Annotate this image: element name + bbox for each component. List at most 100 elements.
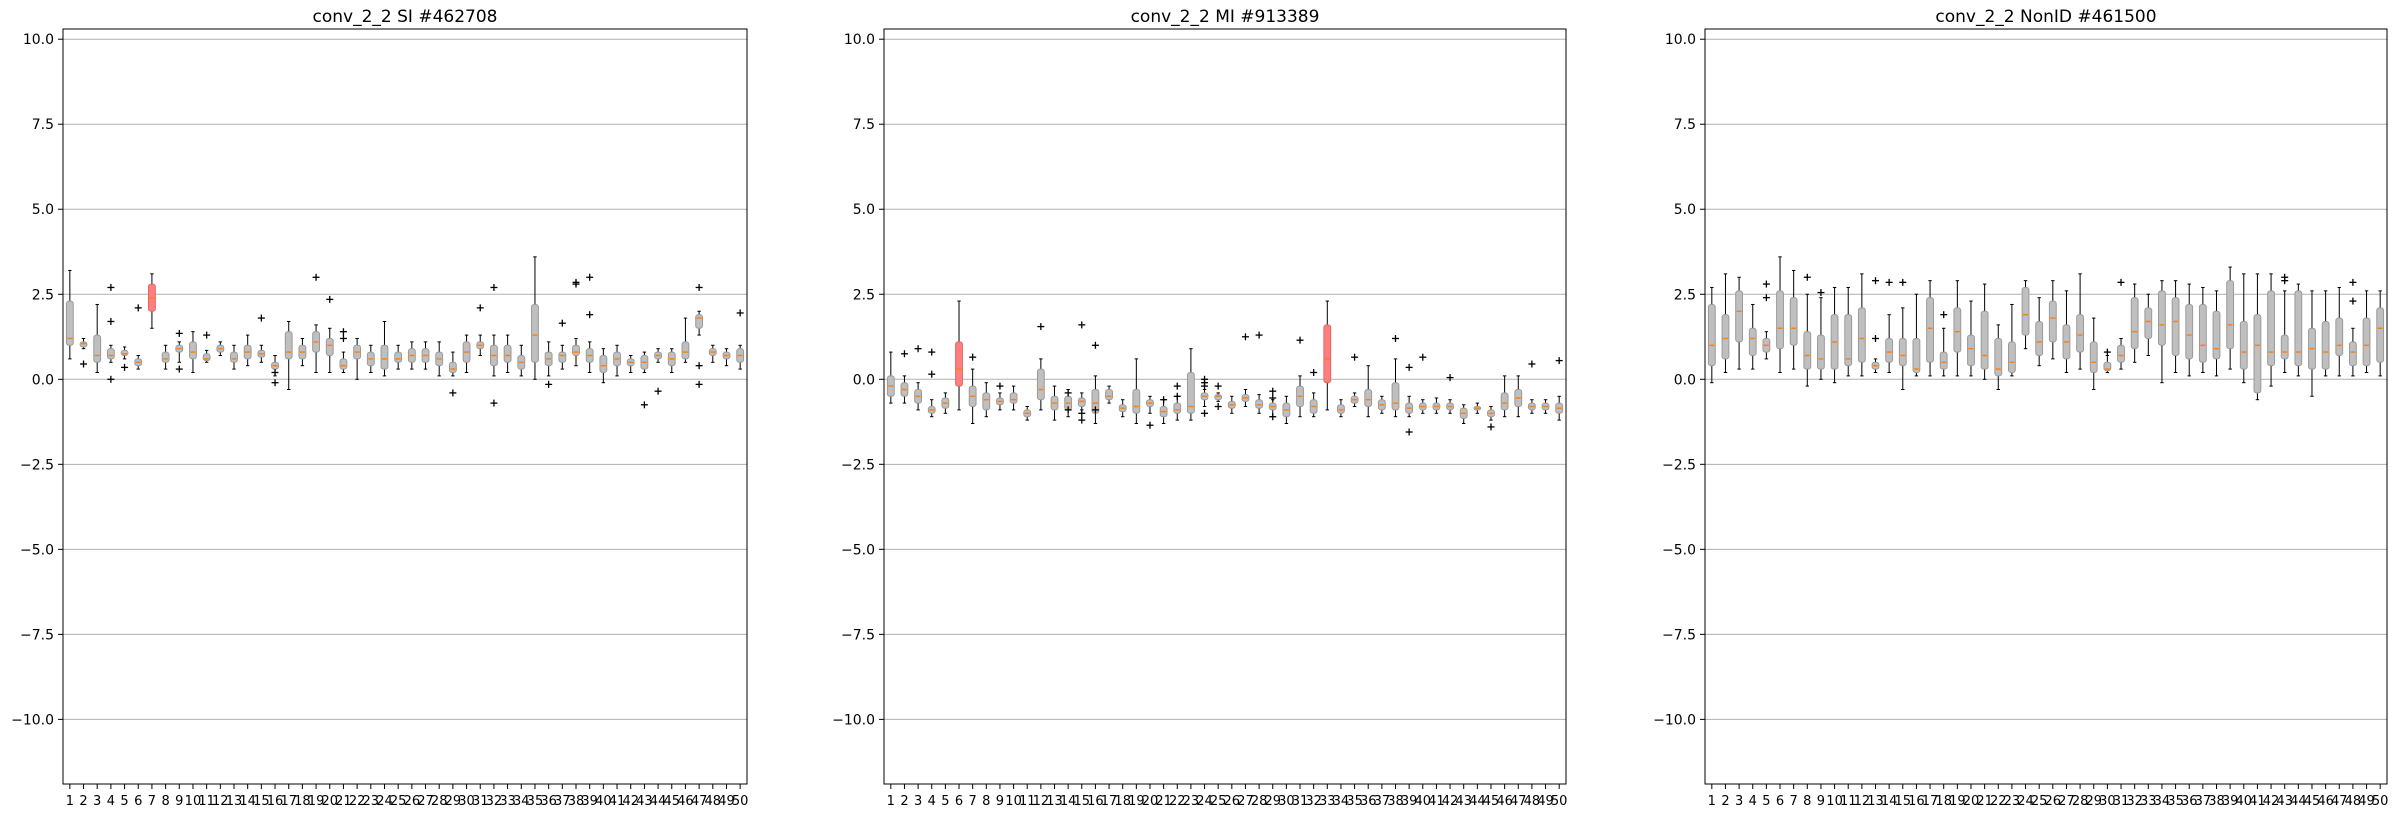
box-body <box>161 351 170 363</box>
x-tick-label: 42 <box>1442 794 1459 809</box>
flier-marker <box>1091 341 1099 349</box>
box-22 <box>1994 324 2003 390</box>
x-tick-label: 13 <box>1867 794 1884 809</box>
x-tick-label: 30 <box>458 794 475 809</box>
box-body <box>1721 314 1730 360</box>
x-tick-label: 49 <box>1537 794 1554 809</box>
box-6 <box>134 304 143 370</box>
box-body <box>1994 337 2003 377</box>
box-20 <box>1967 300 1975 377</box>
flier-marker <box>586 311 594 319</box>
flier-marker <box>640 401 648 409</box>
x-tick-label: 23 <box>363 794 380 809</box>
x-tick-label: 12 <box>1033 794 1050 809</box>
flier-marker <box>1446 374 1454 382</box>
x-tick-label: 13 <box>226 794 243 809</box>
x-tick-label: 49 <box>2358 794 2375 809</box>
axes-frame <box>883 28 1567 785</box>
box-body <box>1173 402 1182 414</box>
box-body <box>120 349 129 356</box>
x-tick-label: 12 <box>212 794 229 809</box>
box-body <box>1132 388 1141 414</box>
flier-marker <box>572 278 580 286</box>
box-43 <box>2280 273 2289 373</box>
flier-marker <box>1255 331 1263 339</box>
x-tick-label: 32 <box>2126 794 2143 809</box>
x-tick-label: 34 <box>2154 794 2171 809</box>
subplot-mi: 10.07.55.02.50.0−2.5−5.0−7.5−10.01 2 3 4 5 6 7… <box>832 7 1567 809</box>
box-38 <box>1391 334 1400 418</box>
box-5 <box>120 346 129 371</box>
box-46 <box>2321 290 2330 377</box>
box-29 <box>2089 317 2098 390</box>
box-body <box>65 300 74 346</box>
box-body <box>2158 290 2166 346</box>
flier-marker <box>1405 428 1413 436</box>
box-40 <box>2239 273 2248 384</box>
box-body <box>2198 303 2207 363</box>
box-body <box>1912 337 1921 373</box>
box-50 <box>1555 357 1564 421</box>
box-4 <box>106 283 115 383</box>
y-tick-label: 2.5 <box>1674 287 1696 303</box>
flier-marker <box>736 309 744 317</box>
box-33 <box>1323 300 1332 411</box>
flier-marker <box>2117 278 2125 286</box>
box-body <box>503 344 512 363</box>
box-4 <box>1748 303 1757 370</box>
x-tick-label: 21 <box>335 794 352 809</box>
x-tick-label: 24 <box>376 794 393 809</box>
x-tick-label: 33 <box>1319 794 1336 809</box>
x-tick-label: 46 <box>677 794 694 809</box>
box-48 <box>2348 278 2357 377</box>
box-26 <box>2048 280 2057 360</box>
x-tick-label: 7 <box>969 794 977 809</box>
flier-marker <box>134 304 142 312</box>
box-2 <box>900 350 909 404</box>
y-tick-label: −10.0 <box>1653 712 1696 728</box>
box-body <box>681 341 690 360</box>
x-tick-label: 27 <box>1237 794 1254 809</box>
box-body <box>2226 280 2235 350</box>
box-body <box>106 348 115 360</box>
box-37 <box>2198 286 2207 373</box>
x-tick-label: 27 <box>2058 794 2075 809</box>
box-2 <box>79 337 88 368</box>
x-tick-label: 30 <box>1278 794 1295 809</box>
x-tick-label: 36 <box>540 794 557 809</box>
box-20 <box>1146 395 1154 429</box>
box-12 <box>1857 273 1866 377</box>
x-tick-label: 13 <box>1046 794 1063 809</box>
x-tick-label: 25 <box>1210 794 1227 809</box>
box-29 <box>448 351 457 397</box>
box-body <box>79 341 88 348</box>
x-tick-label: 8 <box>1803 794 1811 809</box>
x-tick-label: 15 <box>1074 794 1091 809</box>
box-18 <box>298 337 307 367</box>
flier-marker <box>1899 278 1907 286</box>
box-8 <box>161 344 170 370</box>
x-tick-label: 14 <box>239 794 256 809</box>
x-tick-label: 14 <box>1060 794 1077 809</box>
box-42 <box>2267 273 2275 387</box>
box-body <box>572 344 580 356</box>
box-45 <box>667 348 676 373</box>
chart-title: conv_2_2 MI #913389 <box>1131 7 1320 27</box>
box-36 <box>1364 365 1373 418</box>
box-body <box>1186 371 1195 414</box>
x-tick-label: 23 <box>2004 794 2021 809</box>
box-49 <box>2362 290 2371 373</box>
box-39 <box>1405 363 1414 436</box>
box-body <box>2294 290 2303 367</box>
x-tick-label: 20 <box>321 794 338 809</box>
x-tick-label: 5 <box>1762 794 1770 809</box>
flier-marker <box>1351 353 1359 361</box>
flier-marker <box>1078 321 1086 329</box>
x-tick-label: 34 <box>513 794 530 809</box>
y-tick-label: −5.0 <box>1662 542 1696 558</box>
box-body <box>558 351 567 363</box>
box-body <box>1105 388 1113 401</box>
x-tick-label: 15 <box>253 794 270 809</box>
flier-marker <box>1762 280 1770 288</box>
box-34 <box>1337 399 1345 418</box>
